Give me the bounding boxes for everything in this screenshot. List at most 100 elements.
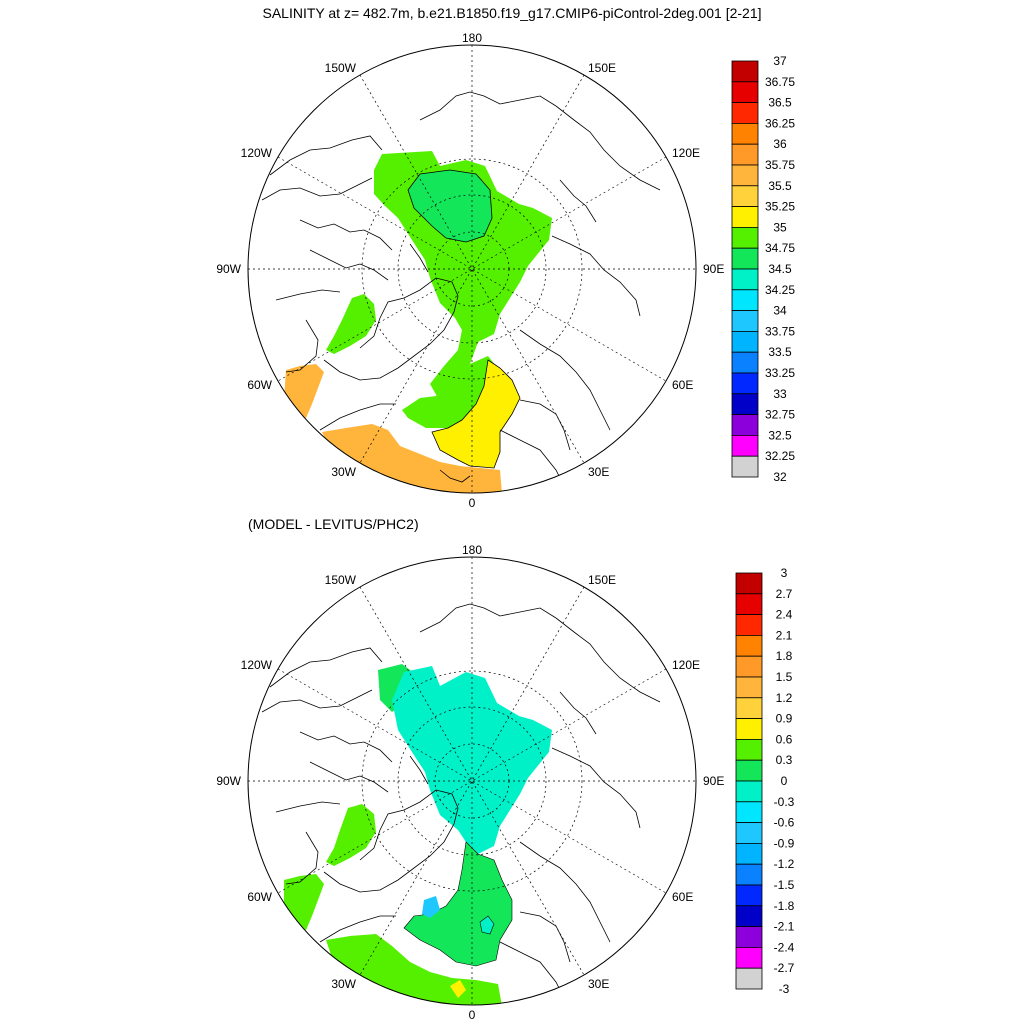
field-baffin-green bbox=[326, 294, 376, 354]
colorbar-label: -1.5 bbox=[774, 878, 795, 892]
lon-label-120w: 120W bbox=[241, 658, 273, 672]
colorbar-box bbox=[731, 351, 759, 374]
lon-label-0: 0 bbox=[469, 496, 476, 510]
colorbar-label: 37 bbox=[773, 54, 787, 68]
lon-label-60w: 60W bbox=[247, 890, 272, 904]
difference-subtitle: (MODEL - LEVITUS/PHC2) bbox=[248, 516, 419, 532]
colorbar-box bbox=[735, 822, 763, 844]
colorbar-label: -2.4 bbox=[774, 940, 795, 954]
colorbar-box bbox=[731, 206, 759, 228]
colorbar-label: 33.5 bbox=[768, 345, 792, 359]
colorbar-box bbox=[735, 593, 763, 615]
colorbar-box bbox=[731, 226, 759, 249]
difference-colorbar: 3 2.7 2.4 2.1 1.8 1.5 1.2 0.9 0.6 0.3 0 -0.3 -0.6 -0.… bbox=[735, 566, 795, 996]
lon-label-30e: 30E bbox=[588, 977, 609, 991]
colorbar-label: 2.1 bbox=[776, 628, 793, 642]
field-nordic-green bbox=[402, 356, 500, 428]
colorbar-label: 32.5 bbox=[768, 428, 792, 442]
difference-panel: (MODEL - LEVITUS/PHC2) bbox=[216, 516, 794, 1022]
colorbar-box bbox=[731, 185, 759, 208]
colorbar-box bbox=[731, 268, 759, 291]
colorbar-box bbox=[731, 143, 759, 166]
colorbar-box bbox=[735, 676, 763, 699]
colorbar-box bbox=[735, 863, 763, 886]
field-yellow-sliver bbox=[450, 980, 466, 998]
colorbar-box bbox=[735, 780, 763, 803]
colorbar-label: 1.5 bbox=[776, 670, 793, 684]
colorbar-box bbox=[735, 635, 763, 657]
colorbar-box bbox=[731, 123, 759, 145]
colorbar-box bbox=[735, 967, 763, 990]
colorbar-label: 32 bbox=[773, 470, 787, 484]
coastlines bbox=[261, 603, 661, 1003]
colorbar-label: 34.5 bbox=[768, 262, 792, 276]
colorbar-box bbox=[731, 310, 759, 332]
colorbar-box bbox=[735, 884, 763, 907]
colorbar-label: -0.6 bbox=[774, 816, 795, 830]
colorbar-box bbox=[735, 759, 763, 782]
graticule bbox=[248, 557, 696, 1005]
colorbar-label: 36.5 bbox=[768, 96, 792, 110]
map-border bbox=[247, 44, 697, 494]
colorbar-label: 35 bbox=[773, 220, 787, 234]
colorbar-box bbox=[735, 801, 763, 823]
colorbar-label: 34.25 bbox=[765, 283, 795, 297]
colorbar-label: 0.6 bbox=[776, 732, 793, 746]
colorbar-label: -2.7 bbox=[774, 961, 795, 975]
colorbar-label: 36 bbox=[773, 137, 787, 151]
field-core-low bbox=[407, 169, 493, 243]
colorbar-label: -2.1 bbox=[774, 920, 795, 934]
field-arctic-cyan bbox=[392, 666, 552, 854]
colorbar-label: 33.75 bbox=[765, 324, 795, 338]
colorbar-box bbox=[735, 739, 763, 761]
colorbar-label: 34.75 bbox=[765, 241, 795, 255]
field-cyan-shelf bbox=[422, 896, 440, 918]
salinity-panel: 180 150W 150E 120W 120E 90W 90E 60W 60E … bbox=[216, 31, 795, 510]
field-nordic-green bbox=[403, 841, 513, 967]
lon-label-90e: 90E bbox=[703, 774, 724, 788]
lon-label-150e: 150E bbox=[588, 573, 616, 587]
colorbar-label: 0 bbox=[781, 774, 788, 788]
field-baffin-green bbox=[326, 804, 376, 866]
lon-label-30w: 30W bbox=[331, 977, 356, 991]
lon-label-120e: 120E bbox=[672, 146, 700, 160]
lon-label-60e: 60E bbox=[672, 378, 693, 392]
lon-label-30w: 30W bbox=[331, 465, 356, 479]
lon-label-120e: 120E bbox=[672, 658, 700, 672]
lon-label-90e: 90E bbox=[703, 262, 724, 276]
longitude-labels: 180 150W 150E 120W 120E 90W 90E 60W 60E … bbox=[216, 543, 724, 1022]
colorbar-label: 3 bbox=[781, 566, 788, 580]
colorbar-label: -0.9 bbox=[774, 836, 795, 850]
colorbar-box bbox=[735, 614, 763, 636]
colorbar-label: 2.7 bbox=[776, 587, 793, 601]
colorbar-label: 36.25 bbox=[765, 116, 795, 130]
colorbar-box bbox=[731, 455, 759, 478]
colorbar-label: 35.25 bbox=[765, 200, 795, 214]
field-labrador-green bbox=[284, 874, 324, 930]
longitude-labels: 180 150W 150E 120W 120E 90W 90E 60W 60E … bbox=[216, 31, 724, 510]
colorbar-box bbox=[731, 414, 759, 436]
colorbar-label: 35.75 bbox=[765, 158, 795, 172]
colorbar-label: 0.3 bbox=[776, 753, 793, 767]
colorbar-label: 0.9 bbox=[776, 712, 793, 726]
coastlines bbox=[261, 91, 661, 491]
colorbar-label: 33 bbox=[773, 387, 787, 401]
colorbar-label: 2.4 bbox=[776, 608, 793, 622]
colorbar-box bbox=[731, 372, 759, 395]
lon-label-150e: 150E bbox=[588, 61, 616, 75]
colorbar-box bbox=[735, 697, 763, 719]
lon-label-60e: 60E bbox=[672, 890, 693, 904]
colorbar-label: 34 bbox=[773, 304, 787, 318]
colorbar-box bbox=[731, 60, 759, 83]
lon-label-90w: 90W bbox=[216, 774, 241, 788]
colorbar-box bbox=[735, 843, 763, 865]
colorbar-label: -3 bbox=[779, 982, 790, 996]
lon-label-150w: 150W bbox=[325, 573, 357, 587]
salinity-map bbox=[248, 45, 696, 493]
colorbar-box bbox=[731, 164, 759, 187]
colorbar-box bbox=[731, 247, 759, 270]
lon-label-180: 180 bbox=[462, 31, 482, 45]
colorbar-label: 1.8 bbox=[776, 649, 793, 663]
field-norwegian-yellow bbox=[431, 359, 521, 469]
